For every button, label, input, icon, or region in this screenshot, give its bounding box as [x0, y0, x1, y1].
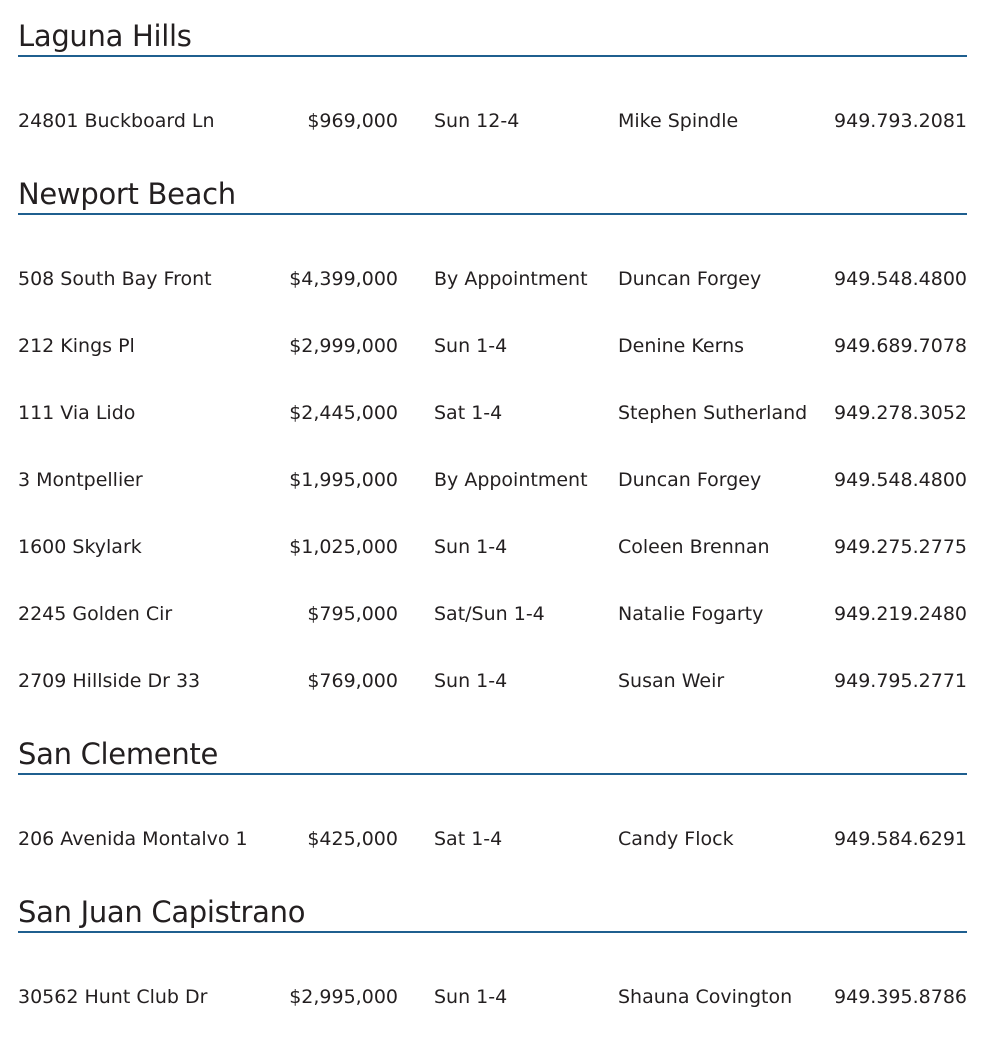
listing-agent: Natalie Fogarty — [618, 603, 764, 625]
listing-address: 508 South Bay Front — [18, 268, 212, 290]
listing-open-time: Sun 1-4 — [434, 670, 508, 692]
listing-row: 3 Montpellier $1,995,000 By Appointment Dun… — [18, 447, 967, 514]
listing-phone: 949.548.4800 — [834, 268, 967, 290]
city-heading: San Juan Capistrano — [18, 893, 967, 933]
listing-price: $1,025,000 — [289, 536, 398, 558]
listing-phone: 949.795.2771 — [834, 670, 967, 692]
listing-agent: Shauna Covington — [618, 986, 793, 1008]
listing-phone: 949.548.4800 — [834, 469, 967, 491]
listing-open-time: Sat/Sun 1-4 — [434, 603, 545, 625]
listing-open-time: By Appointment — [434, 268, 588, 290]
listing-price: $2,445,000 — [289, 402, 398, 424]
listing-row: 111 Via Lido $2,445,000 Sat 1-4 Stephen Sut… — [18, 380, 967, 447]
listing-open-time: Sun 1-4 — [434, 536, 508, 558]
listing-address: 212 Kings Pl — [18, 335, 135, 357]
city-section: Newport Beach 508 South Bay Front $4,399,0… — [18, 175, 967, 715]
listing-address: 206 Avenida Montalvo 1 — [18, 828, 248, 850]
city-heading: Newport Beach — [18, 175, 967, 215]
city-section: San Juan Capistrano 30562 Hunt Club Dr $2,… — [18, 893, 967, 1031]
listing-phone: 949.689.7078 — [834, 335, 967, 357]
listing-open-time: Sat 1-4 — [434, 828, 503, 850]
listing-address: 2245 Golden Cir — [18, 603, 173, 625]
listing-phone: 949.278.3052 — [834, 402, 967, 424]
listing-row: 508 South Bay Front $4,399,000 By Appointm… — [18, 246, 967, 313]
listing-phone: 949.793.2081 — [834, 110, 967, 132]
listing-open-time: Sat 1-4 — [434, 402, 503, 424]
city-heading: San Clemente — [18, 735, 967, 775]
listing-phone: 949.219.2480 — [834, 603, 967, 625]
listing-address: 2709 Hillside Dr 33 — [18, 670, 201, 692]
city-section: Laguna Hills 24801 Buckboard Ln $969,000 Su… — [18, 17, 967, 155]
listing-agent: Denine Kerns — [618, 335, 745, 357]
listing-price: $2,999,000 — [289, 335, 398, 357]
listing-address: 3 Montpellier — [18, 469, 143, 491]
listing-open-time: Sun 1-4 — [434, 986, 508, 1008]
listing-row: 1600 Skylark $1,025,000 Sun 1-4 Coleen Bren… — [18, 514, 967, 581]
listing-price: $795,000 — [307, 603, 398, 625]
listing-agent: Duncan Forgey — [618, 469, 762, 491]
listing-address: 1600 Skylark — [18, 536, 142, 558]
listing-price: $1,995,000 — [289, 469, 398, 491]
listing-open-time: By Appointment — [434, 469, 588, 491]
listing-agent: Stephen Sutherland — [618, 402, 808, 424]
listing-price: $4,399,000 — [289, 268, 398, 290]
listing-price: $769,000 — [307, 670, 398, 692]
listing-agent: Susan Weir — [618, 670, 725, 692]
listing-agent: Candy Flock — [618, 828, 734, 850]
listing-address: 30562 Hunt Club Dr — [18, 986, 208, 1008]
listing-row: 212 Kings Pl $2,999,000 Sun 1-4 Denine Kern… — [18, 313, 967, 380]
listing-price: $425,000 — [307, 828, 398, 850]
listing-agent: Duncan Forgey — [618, 268, 762, 290]
listing-phone: 949.584.6291 — [834, 828, 967, 850]
listing-agent: Coleen Brennan — [618, 536, 770, 558]
listing-phone: 949.395.8786 — [834, 986, 967, 1008]
listing-address: 111 Via Lido — [18, 402, 136, 424]
listing-row: 30562 Hunt Club Dr $2,995,000 Sun 1-4 Shaun… — [18, 964, 967, 1031]
open-house-list: Laguna Hills 24801 Buckboard Ln $969,000 Su… — [18, 17, 967, 1051]
listing-open-time: Sun 12-4 — [434, 110, 520, 132]
city-heading: Laguna Hills — [18, 17, 967, 57]
listing-price: $2,995,000 — [289, 986, 398, 1008]
listing-row: 2709 Hillside Dr 33 $769,000 Sun 1-4 Susan … — [18, 648, 967, 715]
listing-row: 206 Avenida Montalvo 1 $425,000 Sat 1-4 Can… — [18, 806, 967, 873]
listing-open-time: Sun 1-4 — [434, 335, 508, 357]
listing-agent: Mike Spindle — [618, 110, 739, 132]
listing-row: 24801 Buckboard Ln $969,000 Sun 12-4 Mike S… — [18, 88, 967, 155]
listing-address: 24801 Buckboard Ln — [18, 110, 215, 132]
listing-price: $969,000 — [307, 110, 398, 132]
listing-phone: 949.275.2775 — [834, 536, 967, 558]
listing-row: 2245 Golden Cir $795,000 Sat/Sun 1-4 Natali… — [18, 581, 967, 648]
city-section: San Clemente 206 Avenida Montalvo 1 $425,0… — [18, 735, 967, 873]
